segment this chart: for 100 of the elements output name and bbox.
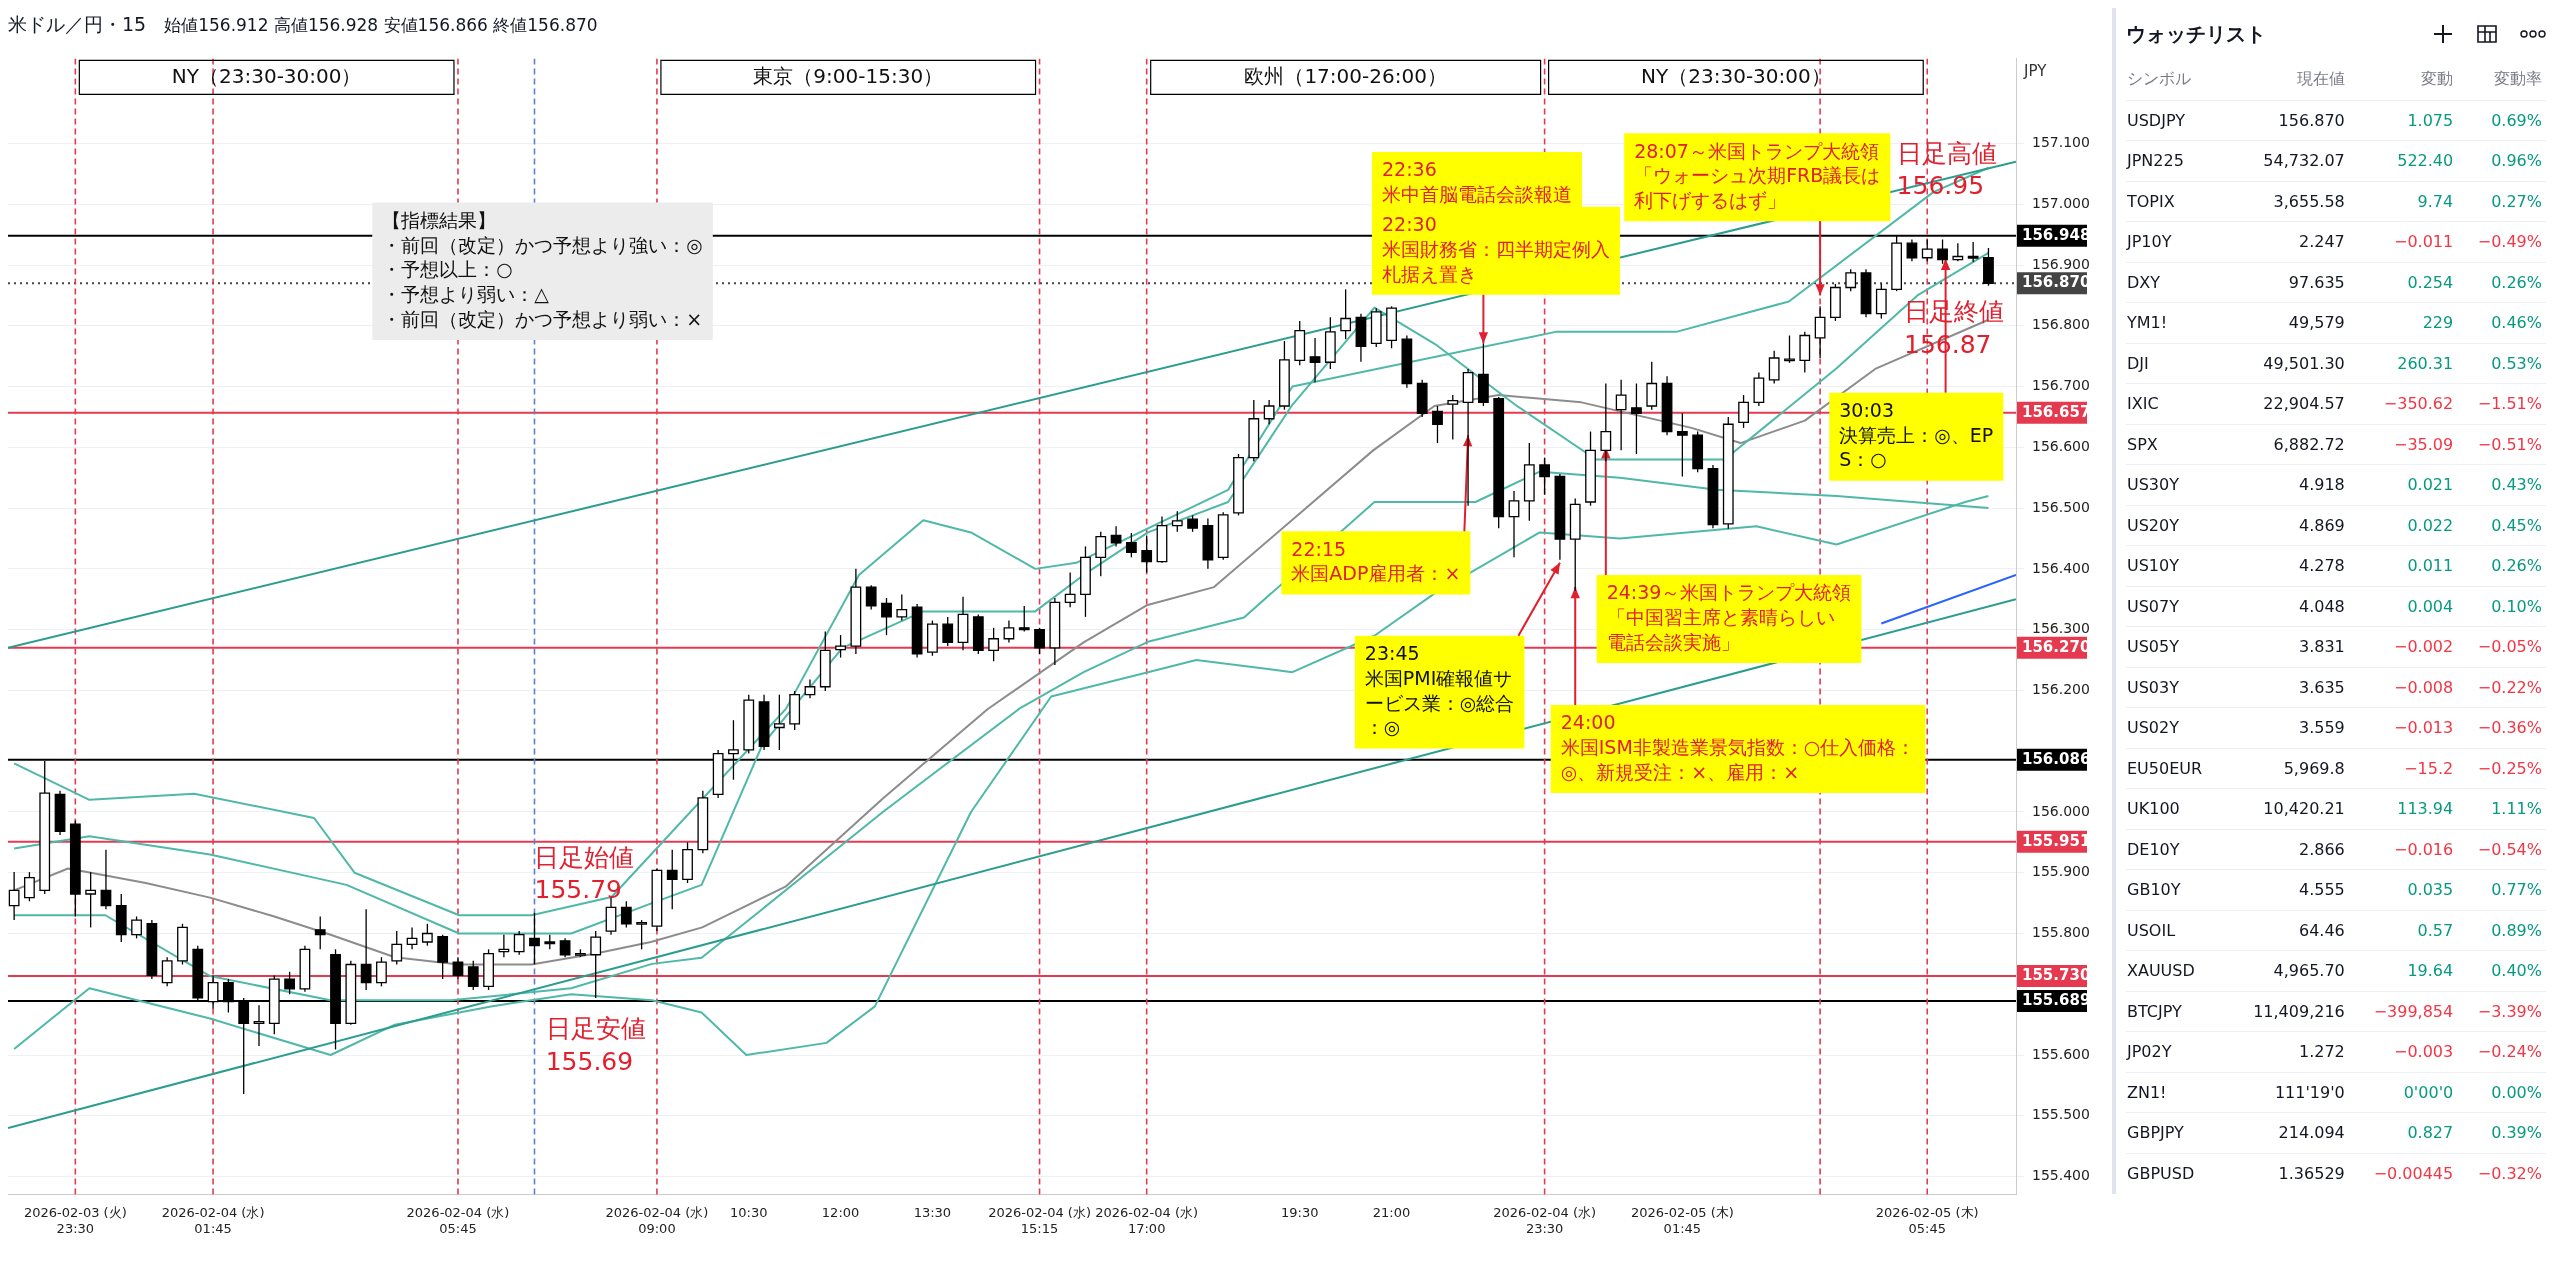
- category-label: TOPIX: [2127, 191, 2175, 211]
- annotation: 24:00 米国ISM非製造業景気指数：○仕入価格：◎、新規受注：×、雇用：×: [1560, 711, 1916, 783]
- text: 64.46: [2298, 920, 2345, 940]
- text: 10,420.21: [2263, 799, 2345, 819]
- x-tick-label: 2026-02-05 (木) 01:45: [1630, 1204, 1734, 1236]
- text: −3.39%: [2477, 1001, 2542, 1021]
- y-tick-label: 157.100: [2032, 134, 2090, 151]
- x-tick-label: 2026-02-04 (水) 15:15: [988, 1204, 1091, 1236]
- annotation: 東京（9:00-15:30）: [753, 63, 944, 88]
- text: 4.918: [2298, 475, 2345, 495]
- text: 0.89%: [2491, 920, 2542, 940]
- text: ウォッチリスト: [2126, 20, 2267, 48]
- category-label: US07Y: [2127, 596, 2179, 616]
- text: 214.094: [2278, 1123, 2345, 1143]
- text: −0.32%: [2477, 1164, 2542, 1183]
- text: 6,882.72: [2273, 434, 2345, 454]
- annotation: 【指標結果】・前回（改定）かつ予想より強い：◎・予想以上：○・予想より弱い：△・前回（改定）かつ予想より弱い：×: [382, 208, 703, 330]
- category-label: DXY: [2127, 272, 2161, 292]
- text: 111'19'0: [2274, 1082, 2345, 1102]
- text: 1.36529: [2278, 1164, 2345, 1183]
- text: −0.36%: [2477, 718, 2542, 738]
- category-label: GB10Y: [2127, 880, 2181, 900]
- text: 260.31: [2397, 353, 2454, 373]
- text: 11,409,216: [2253, 1001, 2345, 1021]
- text: 4.869: [2298, 515, 2345, 535]
- text: 0.46%: [2491, 313, 2542, 333]
- text: −15.2: [2404, 758, 2454, 778]
- text: 0.254: [2407, 272, 2454, 292]
- text: 2.247: [2298, 232, 2345, 252]
- category-label: USOIL: [2127, 920, 2176, 940]
- annotation: 30:03 決算売上：◎、EPS：○: [1839, 399, 1994, 471]
- text: 3.831: [2298, 637, 2345, 657]
- text: 19.64: [2407, 961, 2454, 981]
- text: −0.51%: [2477, 434, 2542, 454]
- text: −0.00445: [2373, 1164, 2454, 1183]
- text: −0.013: [2393, 718, 2454, 738]
- y-tick-label: 155.600: [2032, 1045, 2090, 1062]
- text: 97.635: [2288, 272, 2345, 292]
- text: 156.870: [2278, 110, 2345, 130]
- text: 3.635: [2298, 677, 2345, 697]
- x-tick-label: 2026-02-04 (水) 09:00: [605, 1204, 709, 1236]
- text: 0.827: [2407, 1123, 2454, 1143]
- category-label: YM1!: [2127, 313, 2168, 333]
- category-label: US20Y: [2127, 515, 2179, 535]
- category-label: ZN1!: [2127, 1082, 2167, 1102]
- annotation: NY（23:30-30:00）: [1641, 63, 1831, 88]
- text: −0.05%: [2477, 637, 2542, 657]
- text: 0.43%: [2491, 475, 2542, 495]
- category-label: SPX: [2127, 434, 2158, 454]
- y-tick-label: 155.500: [2032, 1106, 2090, 1123]
- y-tick-label: 155.900: [2032, 863, 2090, 880]
- category-label: USDJPY: [2127, 110, 2185, 130]
- y-tick-label: 156.400: [2032, 559, 2090, 576]
- y-tick-label: 156.000: [2032, 802, 2090, 819]
- category-label: DJI: [2127, 353, 2149, 373]
- text: 0.10%: [2491, 596, 2542, 616]
- category-label: 変動: [2420, 68, 2455, 91]
- x-tick-label: 10:30: [730, 1204, 768, 1220]
- text: 1.075: [2407, 110, 2454, 130]
- text: 2.866: [2298, 839, 2345, 859]
- annotation: 欧州（17:00-26:00）: [1244, 63, 1447, 88]
- text: −0.002: [2393, 637, 2454, 657]
- text: 0.96%: [2491, 151, 2542, 171]
- text: 3.559: [2298, 718, 2345, 738]
- text: −0.011: [2393, 232, 2454, 252]
- text: 0.021: [2407, 475, 2454, 495]
- chart-title: 米ドル／円・15: [8, 12, 147, 37]
- y-tick-label: 156.700: [2032, 377, 2090, 394]
- text: 0.39%: [2491, 1123, 2542, 1143]
- x-tick-label: 2026-02-04 (水) 17:00: [1095, 1204, 1199, 1236]
- text: 22,904.57: [2263, 394, 2345, 414]
- category-label: US30Y: [2127, 475, 2179, 495]
- text: 0.00%: [2491, 1082, 2542, 1102]
- y-tick-label: 156.800: [2032, 316, 2090, 333]
- text: 4.048: [2298, 596, 2345, 616]
- text: 0.45%: [2491, 515, 2542, 535]
- category-label: US10Y: [2127, 556, 2179, 576]
- category-label: JP10Y: [2127, 232, 2172, 252]
- x-tick-label: 12:00: [821, 1204, 860, 1220]
- text: 0.011: [2407, 556, 2454, 576]
- category-label: XAUUSD: [2127, 961, 2195, 981]
- text: 49,579: [2288, 313, 2345, 333]
- y-tick-label: 156.300: [2032, 620, 2090, 637]
- annotation: 28:07～米国トランプ大統領「ウォーシュ次期FRB議長は利下げするはず」: [1634, 139, 1881, 211]
- text: 0.26%: [2491, 272, 2542, 292]
- y-tick-label: 156.500: [2032, 498, 2090, 515]
- category-label: US02Y: [2127, 718, 2179, 738]
- text: 1.272: [2298, 1042, 2345, 1062]
- y-axis-title: JPY: [2023, 61, 2048, 80]
- text: −0.25%: [2477, 758, 2542, 778]
- text: 5,969.8: [2283, 758, 2345, 778]
- text: 4.278: [2298, 556, 2345, 576]
- text: −0.22%: [2477, 677, 2542, 697]
- x-tick-label: 13:30: [913, 1204, 952, 1220]
- x-tick-label: 2026-02-04 (水) 01:45: [161, 1204, 265, 1236]
- annotation: 日足始値 155.79: [534, 842, 635, 905]
- category-label: EU50EUR: [2127, 758, 2203, 778]
- x-tick-label: 19:30: [1281, 1204, 1319, 1220]
- text: −399,854: [2373, 1001, 2454, 1021]
- category-label: IXIC: [2127, 394, 2159, 414]
